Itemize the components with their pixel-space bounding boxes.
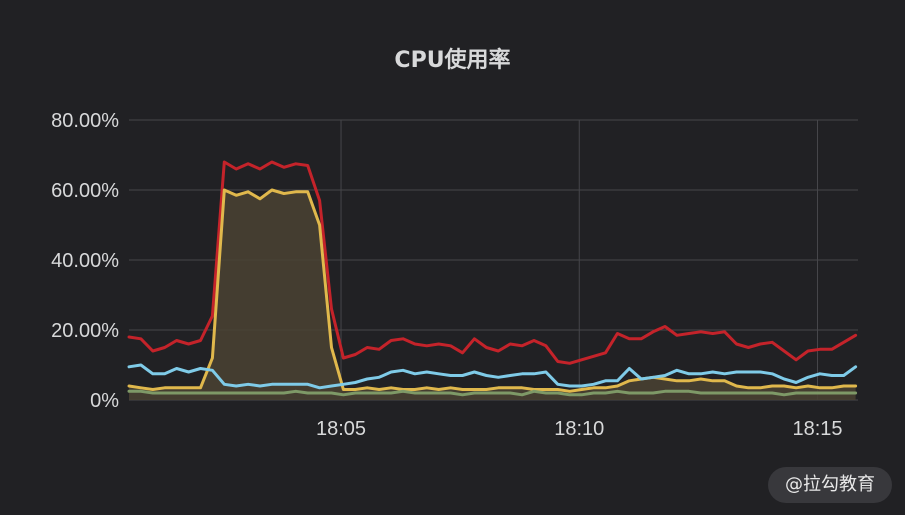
- area-fills: [129, 190, 856, 400]
- series-lines: [127, 160, 858, 397]
- series-line: [127, 188, 858, 393]
- y-tick-label: 0%: [90, 390, 119, 412]
- series-line: [127, 160, 858, 365]
- axis-labels: 0% 20.00% 40.00% 60.00% 80.00% 18:05 18:10 18:1…: [51, 110, 842, 440]
- x-tick-label: 18:05: [316, 418, 366, 440]
- y-tick-label: 60.00%: [51, 180, 119, 202]
- x-tick-label: 18:15: [792, 418, 842, 440]
- watermark-badge: @拉勾教育: [768, 467, 892, 503]
- y-tick-label: 20.00%: [51, 320, 119, 342]
- y-tick-label: 80.00%: [51, 110, 119, 132]
- y-tick-label: 40.00%: [51, 250, 119, 272]
- series-line: [127, 363, 858, 390]
- x-tick-label: 18:10: [554, 418, 604, 440]
- series-area-fill: [129, 190, 856, 400]
- series-line: [127, 389, 858, 397]
- chart-title: CPU使用率: [394, 48, 511, 73]
